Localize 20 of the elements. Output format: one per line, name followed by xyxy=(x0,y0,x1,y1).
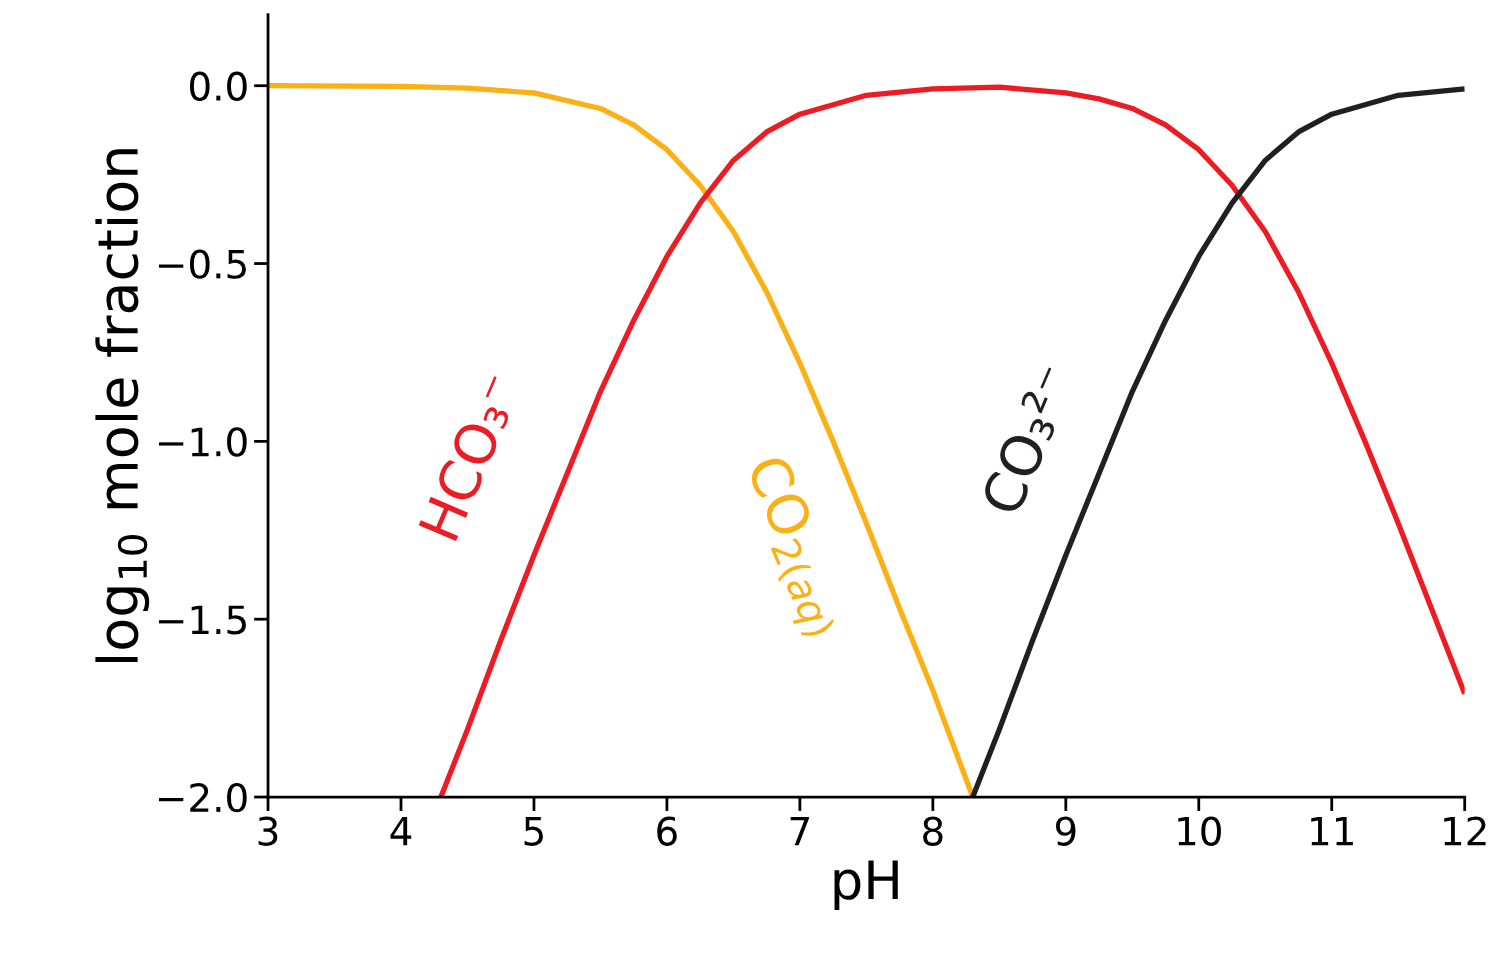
y-tick-label: −2.0 xyxy=(158,782,247,813)
y-tick-label: −0.5 xyxy=(158,249,246,279)
x-tick-label: 8 xyxy=(923,816,943,846)
x-tick-label: 11 xyxy=(1311,816,1353,846)
text: CO₃²⁻ xyxy=(979,362,1077,517)
y-tick-label: −1.5 xyxy=(158,605,246,635)
x-tick-label: 9 xyxy=(1055,816,1076,846)
x-tick-label: 10 xyxy=(1178,816,1221,846)
x-tick-label: 3 xyxy=(258,816,278,846)
x-tick-label: 5 xyxy=(524,816,543,846)
text: CO$_{2(aq)}$ xyxy=(731,452,856,642)
x-tick-label: 4 xyxy=(390,816,412,846)
y-tick-label: 0.0 xyxy=(189,71,247,102)
x-tick-label: 7 xyxy=(790,816,809,846)
text: HCO₃⁻ xyxy=(418,371,522,542)
x-axis-title: pH xyxy=(834,860,898,911)
y-tick-label: −1.0 xyxy=(158,427,247,457)
x-tick-label: 12 xyxy=(1444,816,1486,846)
x-tick-label: 6 xyxy=(657,816,677,846)
y-axis-title: log$_{10}$ mole fraction xyxy=(95,149,150,662)
